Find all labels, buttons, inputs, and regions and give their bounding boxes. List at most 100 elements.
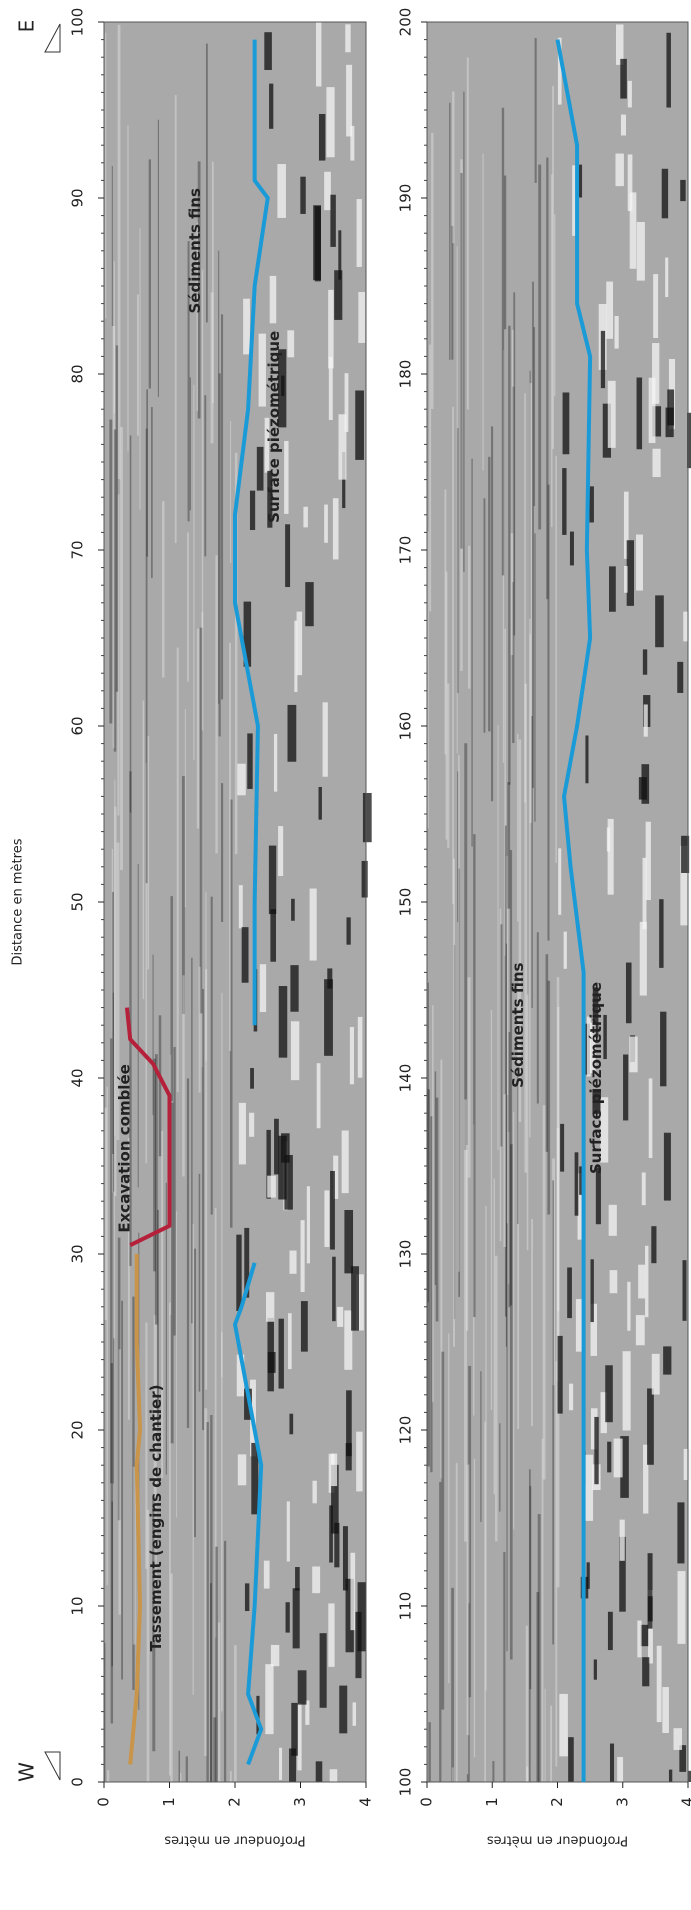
radar-texture bbox=[645, 821, 651, 901]
radar-texture bbox=[629, 192, 637, 269]
radar-texture bbox=[315, 1761, 323, 1782]
radar-texture bbox=[602, 403, 611, 458]
radar-texture bbox=[309, 888, 317, 961]
radar-texture bbox=[297, 1670, 307, 1705]
radar-texture bbox=[638, 1264, 646, 1299]
radar-texture bbox=[471, 458, 473, 847]
radar-texture bbox=[230, 421, 232, 564]
radar-texture bbox=[620, 1436, 629, 1498]
y-tick-label: 0 bbox=[418, 1797, 436, 1807]
interpretation-line bbox=[555, 39, 593, 1782]
radar-texture bbox=[569, 531, 574, 566]
radar-texture bbox=[447, 683, 450, 849]
radar-texture bbox=[346, 917, 351, 945]
radar-texture bbox=[652, 406, 662, 437]
radar-texture bbox=[666, 32, 671, 108]
radar-texture bbox=[238, 885, 243, 929]
radar-texture bbox=[187, 241, 190, 522]
radar-texture bbox=[357, 1016, 363, 1078]
radar-texture bbox=[517, 985, 520, 1429]
radar-texture bbox=[256, 446, 264, 491]
radar-texture bbox=[623, 1054, 629, 1121]
radar-texture bbox=[512, 386, 515, 743]
radar-texture bbox=[318, 113, 326, 161]
radar-texture bbox=[356, 1431, 363, 1492]
radar-texture bbox=[468, 1603, 470, 1782]
radar-texture bbox=[482, 153, 484, 471]
radar-texture bbox=[536, 932, 539, 1104]
radar-texture bbox=[456, 246, 458, 754]
radar-texture bbox=[517, 1067, 519, 1225]
radar-texture bbox=[555, 1361, 558, 1767]
radar-texture bbox=[117, 24, 121, 480]
x-tick-label: 190 bbox=[397, 184, 415, 213]
radar-texture bbox=[243, 601, 252, 667]
radar-texture bbox=[210, 292, 214, 444]
radar-texture bbox=[473, 1124, 475, 1416]
radar-texture bbox=[497, 725, 499, 1150]
radar-texture bbox=[154, 1054, 158, 1325]
x-tick-label: 50 bbox=[69, 892, 87, 911]
radar-texture bbox=[529, 1485, 532, 1690]
radar-texture bbox=[355, 390, 364, 460]
radar-texture bbox=[517, 733, 519, 922]
radar-texture bbox=[452, 406, 454, 904]
radar-texture bbox=[645, 1245, 649, 1318]
radar-texture bbox=[444, 489, 447, 755]
radar-texture bbox=[466, 57, 469, 410]
radar-texture bbox=[619, 1536, 626, 1612]
radar-texture bbox=[511, 329, 514, 583]
x-tick-label: 170 bbox=[397, 536, 415, 565]
radar-texture bbox=[606, 827, 610, 852]
radar-texture bbox=[170, 896, 173, 1102]
radar-texture bbox=[266, 1292, 275, 1322]
radar-texture bbox=[197, 161, 201, 419]
radar-texture bbox=[558, 848, 562, 915]
radar-texture bbox=[305, 582, 314, 627]
radar-texture bbox=[142, 700, 145, 1000]
radar-texture bbox=[575, 1299, 584, 1352]
radar-texture bbox=[665, 257, 669, 298]
radar-texture bbox=[218, 373, 221, 737]
radar-texture bbox=[174, 95, 177, 544]
direction-label: E bbox=[15, 20, 39, 33]
radar-texture bbox=[112, 892, 114, 1155]
interpretation-line bbox=[128, 1254, 143, 1765]
radar-texture bbox=[334, 270, 343, 320]
radar-texture bbox=[341, 1130, 349, 1194]
radar-texture bbox=[677, 1571, 686, 1644]
radar-texture bbox=[249, 1112, 255, 1137]
radar-texture bbox=[153, 1058, 156, 1272]
radar-texture bbox=[642, 857, 647, 930]
radar-texture bbox=[502, 350, 505, 763]
radar-texture bbox=[114, 779, 116, 1136]
radar-texture bbox=[592, 1088, 602, 1114]
radar-texture bbox=[508, 1031, 511, 1308]
radar-texture bbox=[278, 1318, 284, 1389]
radar-texture bbox=[622, 1351, 631, 1431]
radar-texture bbox=[687, 1770, 691, 1782]
radar-texture bbox=[510, 533, 514, 656]
radar-texture bbox=[636, 377, 643, 450]
radar-texture bbox=[451, 1587, 454, 1782]
radar-texture bbox=[451, 1767, 454, 1782]
radar-texture bbox=[113, 429, 117, 752]
radar-texture bbox=[202, 989, 205, 1431]
radar-texture bbox=[274, 1118, 279, 1175]
radar-texture bbox=[431, 132, 434, 409]
radar-texture bbox=[178, 1750, 181, 1782]
radar-texture bbox=[287, 704, 297, 762]
radar-texture bbox=[194, 1248, 197, 1538]
radar-texture bbox=[648, 1078, 653, 1159]
radar-texture bbox=[529, 370, 531, 635]
radar-texture bbox=[210, 1583, 212, 1782]
radar-texture bbox=[314, 206, 321, 282]
radar-texture bbox=[488, 456, 491, 732]
radar-texture bbox=[668, 1769, 673, 1782]
radar-texture bbox=[316, 1063, 321, 1129]
radar-texture bbox=[615, 153, 624, 187]
radar-texture bbox=[545, 954, 549, 1152]
radar-texture bbox=[568, 1737, 574, 1782]
radar-texture bbox=[434, 1071, 437, 1286]
radar-texture bbox=[427, 1089, 430, 1467]
